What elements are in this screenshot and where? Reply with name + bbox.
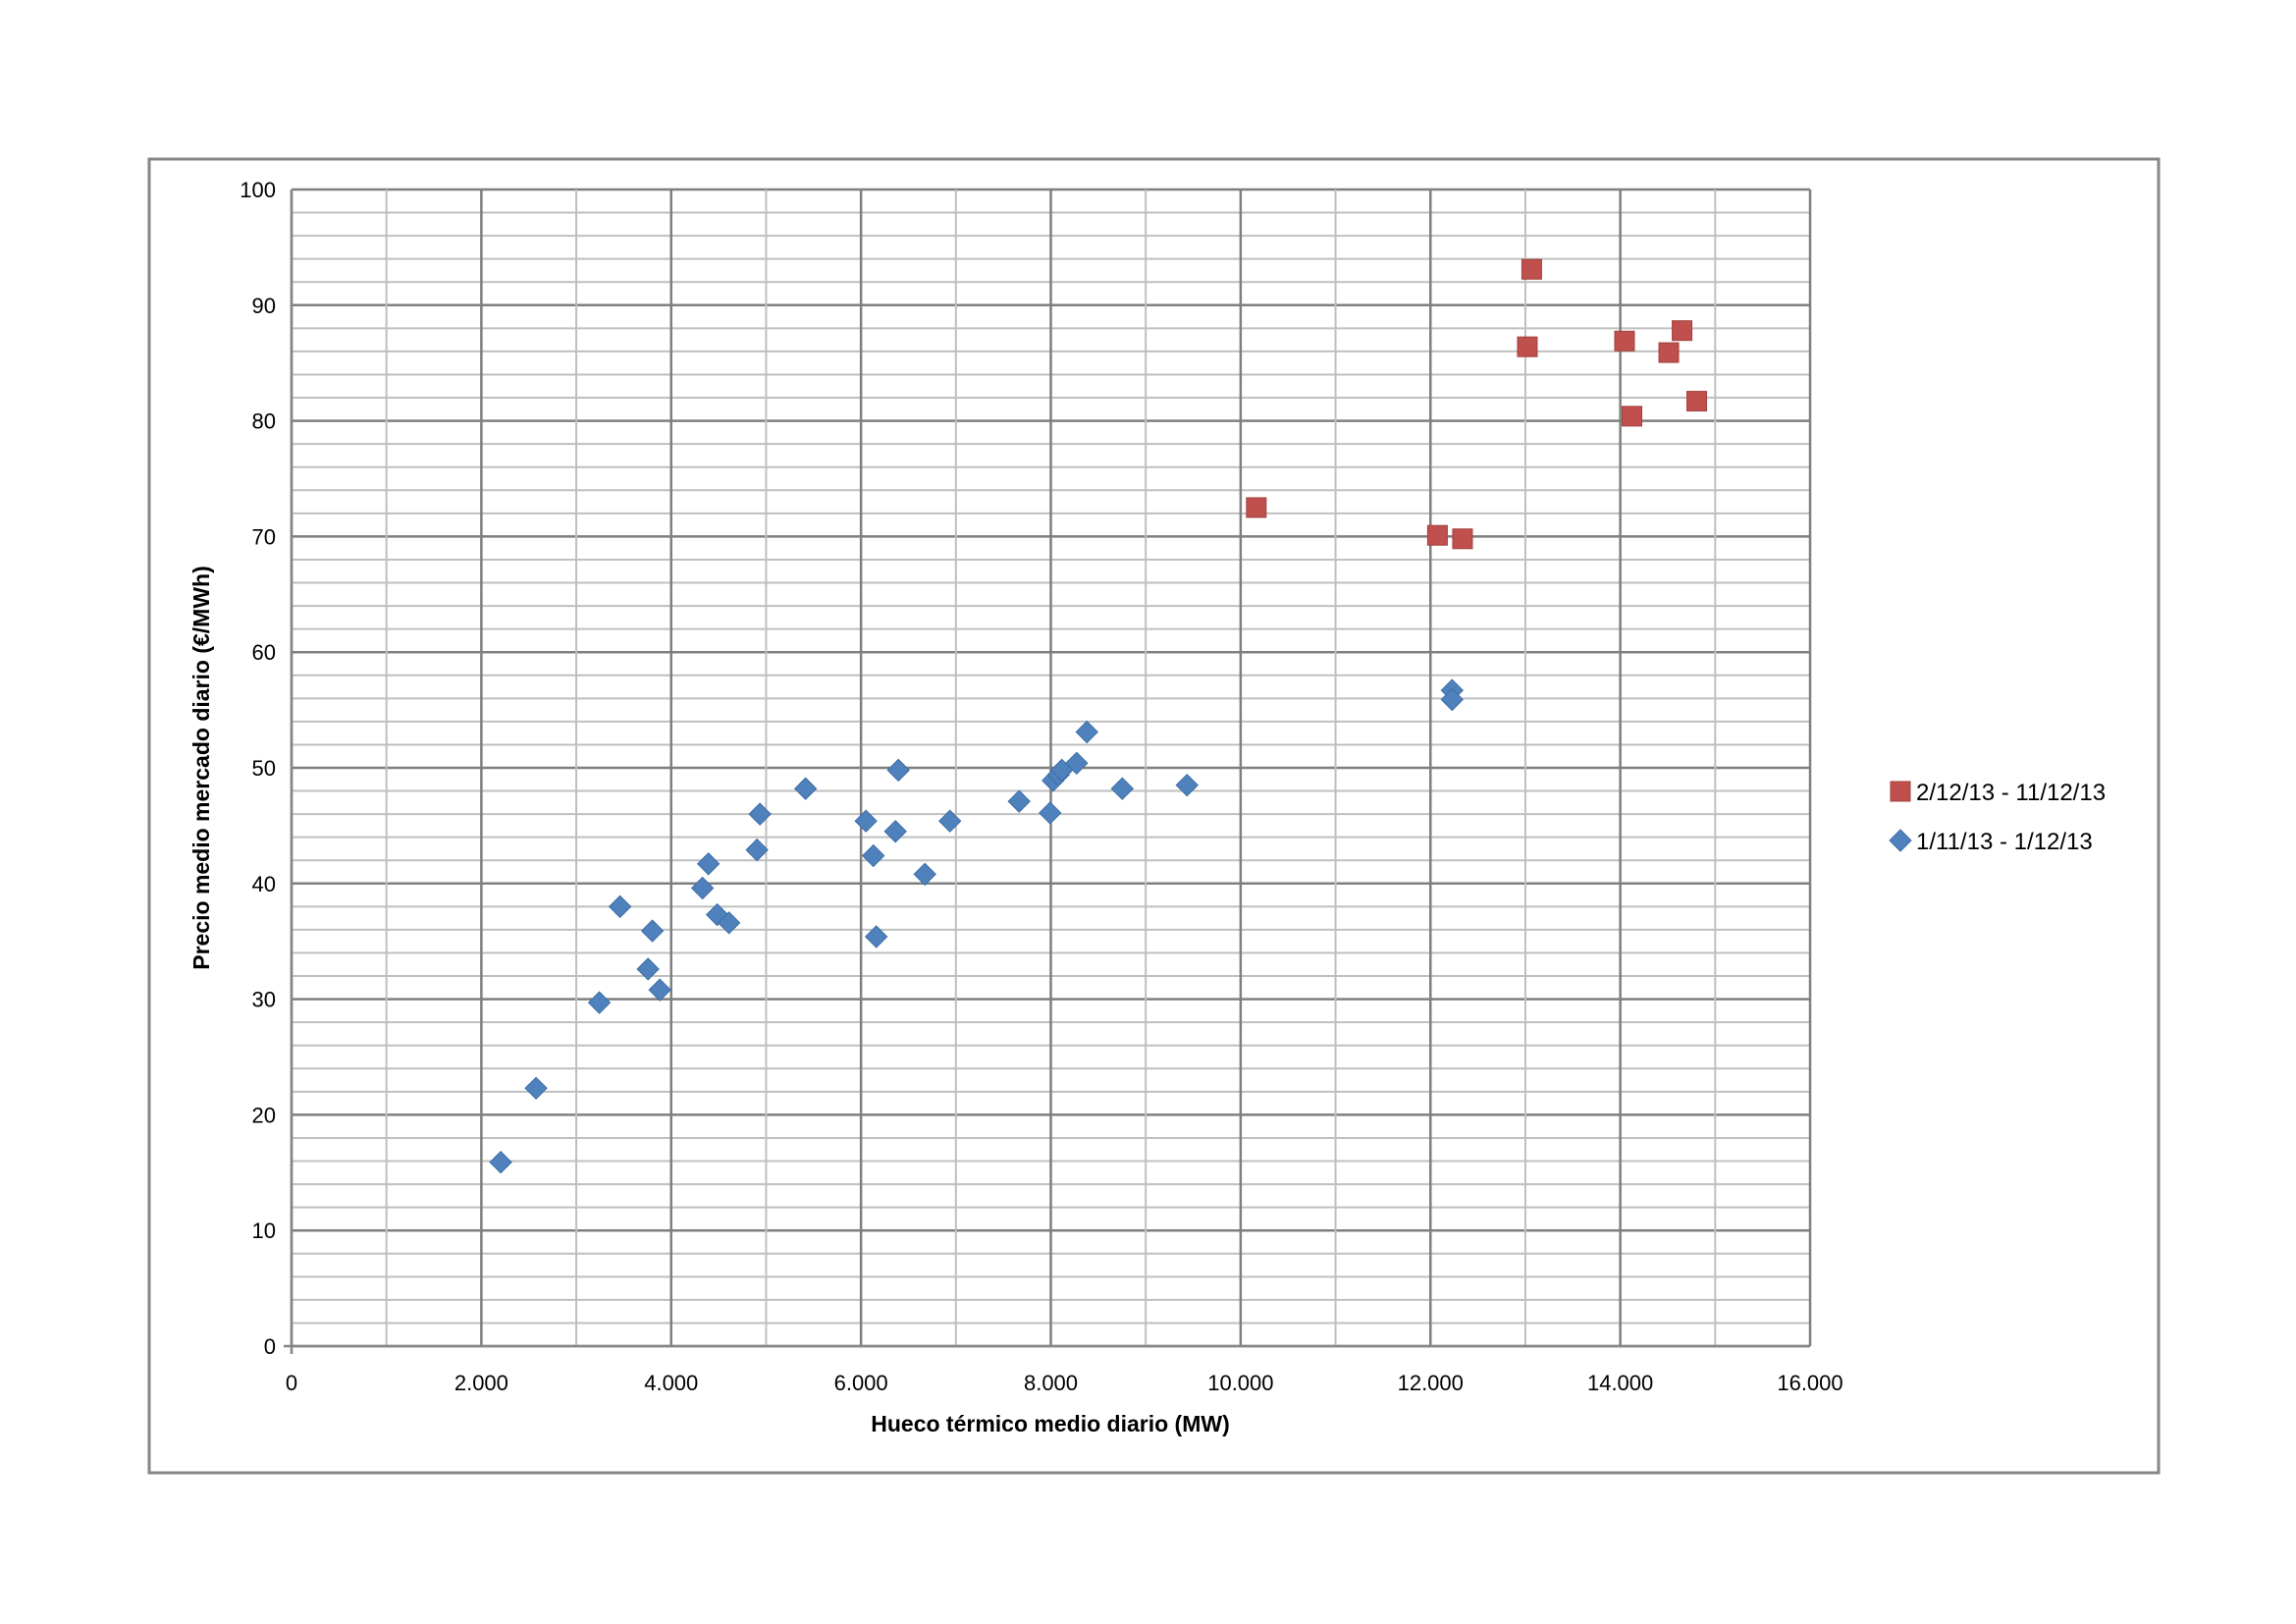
y-tick-label: 40 bbox=[252, 872, 276, 896]
data-point-diamond bbox=[717, 911, 741, 935]
data-point-diamond bbox=[861, 843, 885, 868]
legend: 2/12/13 - 11/12/13 1/11/13 - 1/12/13 bbox=[1889, 780, 2106, 855]
x-axis-label: Hueco térmico medio diario (MW) bbox=[871, 1411, 1229, 1436]
legend-marker-diamond bbox=[1889, 829, 1912, 852]
y-tick-label: 100 bbox=[240, 178, 276, 202]
data-point-diamond bbox=[587, 991, 612, 1014]
data-point-diamond bbox=[864, 925, 888, 948]
legend-label: 2/12/13 - 11/12/13 bbox=[1916, 780, 2106, 806]
y-axis-label: Precio medio mercado diario (€/MWh) bbox=[188, 566, 214, 970]
y-tick-label: 20 bbox=[252, 1103, 276, 1127]
data-point-diamond bbox=[696, 852, 721, 876]
data-point-diamond bbox=[883, 820, 907, 843]
y-tick-label: 80 bbox=[252, 409, 276, 434]
data-point-diamond bbox=[690, 876, 715, 900]
x-tick-label: 16.000 bbox=[1777, 1371, 1842, 1395]
data-point-square bbox=[1517, 336, 1538, 357]
y-tick-label: 90 bbox=[252, 294, 276, 318]
data-point-diamond bbox=[1039, 801, 1062, 825]
data-point-diamond bbox=[1075, 720, 1098, 744]
y-tick-label: 10 bbox=[252, 1218, 276, 1243]
data-point-diamond bbox=[636, 957, 660, 981]
chart-frame bbox=[147, 157, 2161, 1475]
data-point-diamond bbox=[640, 919, 665, 943]
data-point-square bbox=[1521, 258, 1542, 280]
data-point-square bbox=[1452, 528, 1473, 550]
y-tick-label: 60 bbox=[252, 640, 276, 665]
data-point-diamond bbox=[1065, 751, 1089, 775]
y-tick-label: 0 bbox=[264, 1334, 276, 1359]
data-point-diamond bbox=[524, 1076, 548, 1101]
data-point-diamond bbox=[748, 802, 772, 826]
legend-marker-square bbox=[1890, 781, 1911, 802]
x-tick-label: 12.000 bbox=[1398, 1371, 1464, 1395]
data-point-diamond bbox=[886, 758, 910, 783]
data-point-square bbox=[1658, 342, 1680, 363]
data-point-diamond bbox=[938, 809, 962, 833]
data-point-square bbox=[1246, 497, 1267, 518]
legend-label: 1/11/13 - 1/12/13 bbox=[1916, 829, 2093, 855]
data-point-diamond bbox=[1175, 773, 1199, 797]
data-point-diamond bbox=[913, 862, 936, 887]
data-point-diamond bbox=[793, 777, 818, 800]
data-point-diamond bbox=[1110, 777, 1135, 800]
x-tick-label: 8.000 bbox=[1024, 1371, 1078, 1395]
data-point-diamond bbox=[489, 1150, 512, 1174]
data-point-diamond bbox=[1440, 687, 1465, 712]
x-tick-label: 4.000 bbox=[644, 1371, 698, 1395]
data-point-diamond bbox=[745, 838, 769, 862]
data-point-square bbox=[1426, 524, 1448, 546]
data-point-square bbox=[1614, 330, 1635, 352]
data-point-diamond bbox=[1007, 789, 1031, 813]
data-point-diamond bbox=[854, 809, 878, 833]
x-tick-label: 0 bbox=[286, 1371, 297, 1395]
data-point-diamond bbox=[608, 894, 632, 919]
data-point-square bbox=[1672, 320, 1693, 342]
y-tick-label: 30 bbox=[252, 988, 276, 1012]
data-point-square bbox=[1686, 391, 1708, 412]
x-tick-label: 6.000 bbox=[834, 1371, 888, 1395]
x-tick-label: 2.000 bbox=[454, 1371, 508, 1395]
y-tick-label: 70 bbox=[252, 524, 276, 549]
data-point-diamond bbox=[648, 978, 671, 1001]
x-tick-label: 10.000 bbox=[1207, 1371, 1273, 1395]
x-tick-label: 14.000 bbox=[1587, 1371, 1653, 1395]
y-tick-label: 50 bbox=[252, 756, 276, 781]
data-point-square bbox=[1622, 406, 1643, 427]
